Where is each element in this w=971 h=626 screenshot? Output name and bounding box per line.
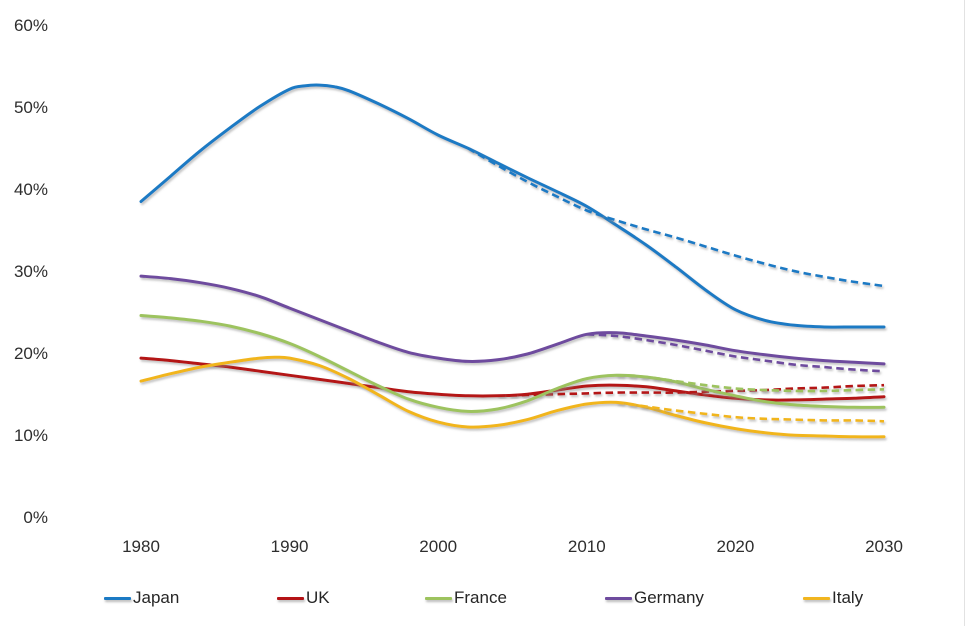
legend-label: Japan (133, 588, 180, 607)
x-axis-label: 2000 (419, 537, 457, 556)
legend-swatch-japan (104, 596, 131, 600)
y-axis-label: 60% (14, 16, 48, 35)
y-axis-label: 10% (14, 426, 48, 445)
series-line-germany-solid (139, 274, 886, 366)
series-line-france-dashed (616, 374, 885, 393)
series-line-france-solid (139, 314, 886, 413)
legend-swatch-italy (803, 596, 830, 600)
x-axis-label: 2030 (865, 537, 903, 556)
x-axis-label: 2010 (568, 537, 606, 556)
series-line-italy-solid (139, 355, 886, 439)
legend-swatch-uk (277, 596, 304, 600)
chart-legend: Japan UK France Germany Italy (0, 586, 971, 612)
y-axis-label: 0% (23, 508, 48, 527)
series-line-uk-solid (139, 356, 886, 402)
legend-label: UK (306, 588, 330, 607)
series-line-uk-dashed (497, 383, 885, 398)
legend-swatch-france (425, 596, 452, 600)
series-line-italy-dashed (616, 401, 885, 423)
y-axis-label: 50% (14, 98, 48, 117)
y-axis-label: 30% (14, 262, 48, 281)
chart-right-border (964, 0, 965, 626)
x-axis-label: 1990 (271, 537, 309, 556)
series-layer (139, 83, 886, 439)
legend-item-france: France (425, 586, 507, 610)
y-axis-label: 40% (14, 180, 48, 199)
axis-labels: 0% 10% 20% 30% 40% 50% 60% 1980 1990 2000 2010 2020… (14, 16, 903, 556)
legend-label: France (454, 588, 507, 607)
y-axis-label: 20% (14, 344, 48, 363)
series-line-japan-solid (139, 83, 886, 329)
x-axis-label: 2020 (716, 537, 754, 556)
series-line-japan-dashed (467, 147, 885, 288)
legend-label: Italy (832, 588, 864, 607)
series-line-germany-dashed (586, 333, 885, 373)
legend-item-uk: UK (277, 586, 330, 610)
legend-item-italy: Italy (803, 586, 863, 610)
legend-label: Germany (634, 588, 704, 607)
legend-swatch-germany (605, 596, 632, 600)
legend-item-germany: Germany (605, 586, 704, 610)
legend-item-japan: Japan (104, 586, 179, 610)
x-axis-label: 1980 (122, 537, 160, 556)
